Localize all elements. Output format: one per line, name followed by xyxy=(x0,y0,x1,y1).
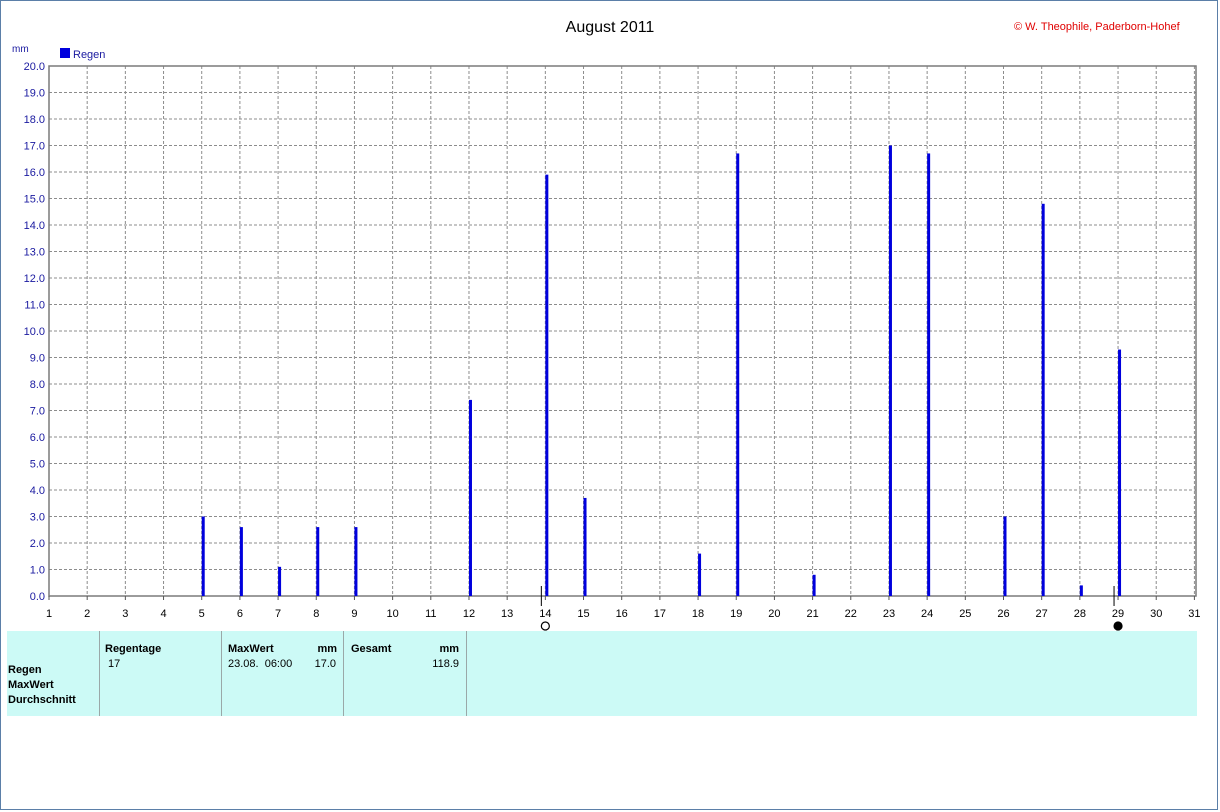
x-tick-label: 1 xyxy=(46,608,52,620)
x-tick-label: 27 xyxy=(1036,608,1048,620)
y-tick-label: 18.0 xyxy=(24,114,45,126)
stats-divider xyxy=(99,631,100,716)
y-tick-label: 2.0 xyxy=(30,538,45,550)
x-tick-label: 30 xyxy=(1150,608,1162,620)
y-tick-label: 3.0 xyxy=(30,512,45,524)
copyright-notice: © W. Theophile, Paderborn-Hohef xyxy=(1014,21,1180,33)
rain-bar xyxy=(545,174,549,596)
rain-bar xyxy=(927,153,931,596)
stats-divider xyxy=(466,631,467,716)
rain-bar xyxy=(888,145,892,596)
y-tick-label: 13.0 xyxy=(24,247,45,259)
rain-bar xyxy=(354,527,358,596)
rain-chart: 0.01.02.03.04.05.06.07.08.09.010.011.012… xyxy=(12,44,1201,631)
full-moon-icon xyxy=(540,621,550,631)
maxwert-value: 17.0 xyxy=(314,658,336,670)
stats-divider xyxy=(221,631,222,716)
regentage-header: Regentage xyxy=(105,643,162,655)
rain-bar xyxy=(1079,585,1083,596)
rain-bar xyxy=(698,553,702,596)
rain-bar xyxy=(1041,203,1045,597)
x-tick-label: 18 xyxy=(692,608,704,620)
x-tick-label: 28 xyxy=(1074,608,1086,620)
rain-bar xyxy=(316,527,320,596)
x-tick-label: 24 xyxy=(921,608,933,620)
x-tick-label: 9 xyxy=(351,608,357,620)
rain-bar xyxy=(201,516,205,596)
x-tick-label: 20 xyxy=(768,608,780,620)
maxwert-header: MaxWert xyxy=(228,643,274,655)
x-tick-label: 19 xyxy=(730,608,742,620)
gesamt-header: Gesamt xyxy=(351,643,392,655)
y-tick-label: 16.0 xyxy=(24,167,45,179)
rain-bar xyxy=(736,153,740,596)
y-tick-label: 12.0 xyxy=(24,273,45,285)
x-tick-label: 7 xyxy=(275,608,281,620)
y-tick-label: 6.0 xyxy=(30,432,45,444)
rain-bar xyxy=(812,574,816,596)
y-tick-label: 9.0 xyxy=(30,353,45,365)
x-tick-label: 10 xyxy=(386,608,398,620)
x-tick-label: 8 xyxy=(313,608,319,620)
row-label-regen: Regen xyxy=(8,664,42,676)
y-tick-label: 4.0 xyxy=(30,485,45,497)
x-tick-label: 26 xyxy=(997,608,1009,620)
x-tick-label: 21 xyxy=(806,608,818,620)
x-tick-label: 16 xyxy=(616,608,628,620)
y-axis-unit: mm xyxy=(12,44,29,55)
x-tick-label: 17 xyxy=(654,608,666,620)
x-tick-label: 2 xyxy=(84,608,90,620)
legend-label: Regen xyxy=(73,49,105,61)
x-tick-label: 12 xyxy=(463,608,475,620)
y-tick-label: 14.0 xyxy=(24,220,45,232)
rain-bar xyxy=(468,399,472,596)
x-tick-label: 13 xyxy=(501,608,513,620)
x-tick-label: 5 xyxy=(199,608,205,620)
row-label-durchschnitt: Durchschnitt xyxy=(8,694,76,706)
new-moon-icon xyxy=(1113,621,1123,631)
maxwert-date: 23.08. 06:00 xyxy=(228,658,293,670)
chart-title: August 2011 xyxy=(565,19,655,36)
plot-frame xyxy=(48,65,1197,597)
y-tick-label: 10.0 xyxy=(24,326,45,338)
y-tick-label: 20.0 xyxy=(24,61,45,73)
row-label-maxwert: MaxWert xyxy=(8,679,54,691)
x-tick-label: 3 xyxy=(122,608,128,620)
x-tick-label: 22 xyxy=(845,608,857,620)
y-tick-label: 7.0 xyxy=(30,406,45,418)
y-tick-label: 8.0 xyxy=(30,379,45,391)
y-tick-label: 15.0 xyxy=(24,194,45,206)
maxwert-unit: mm xyxy=(317,643,337,655)
regentage-value: 17 xyxy=(108,658,121,670)
y-tick-label: 1.0 xyxy=(30,565,45,577)
gesamt-value: 118.9 xyxy=(432,658,459,670)
x-tick-label: 11 xyxy=(425,608,436,620)
rain-bar xyxy=(1003,516,1007,596)
statistics-panel: Regen MaxWert Durchschnitt Regentage 17 … xyxy=(7,631,1197,716)
gesamt-unit: mm xyxy=(439,643,459,655)
rain-bar xyxy=(278,566,282,596)
rain-bar xyxy=(239,527,243,596)
rain-bar xyxy=(583,497,587,596)
y-tick-label: 5.0 xyxy=(30,459,45,471)
x-tick-label: 25 xyxy=(959,608,971,620)
x-tick-label: 6 xyxy=(237,608,243,620)
y-tick-label: 11.0 xyxy=(24,300,45,312)
x-tick-label: 23 xyxy=(883,608,895,620)
y-tick-label: 17.0 xyxy=(24,141,45,153)
x-tick-label: 4 xyxy=(160,608,166,620)
x-tick-label: 14 xyxy=(539,608,551,620)
rain-bar xyxy=(1118,349,1122,596)
x-tick-label: 31 xyxy=(1188,608,1200,620)
stats-divider xyxy=(343,631,344,716)
legend-swatch xyxy=(60,48,70,58)
y-tick-label: 19.0 xyxy=(24,88,45,100)
x-tick-label: 15 xyxy=(577,608,589,620)
x-tick-label: 29 xyxy=(1112,608,1124,620)
y-tick-label: 0.0 xyxy=(30,591,45,603)
